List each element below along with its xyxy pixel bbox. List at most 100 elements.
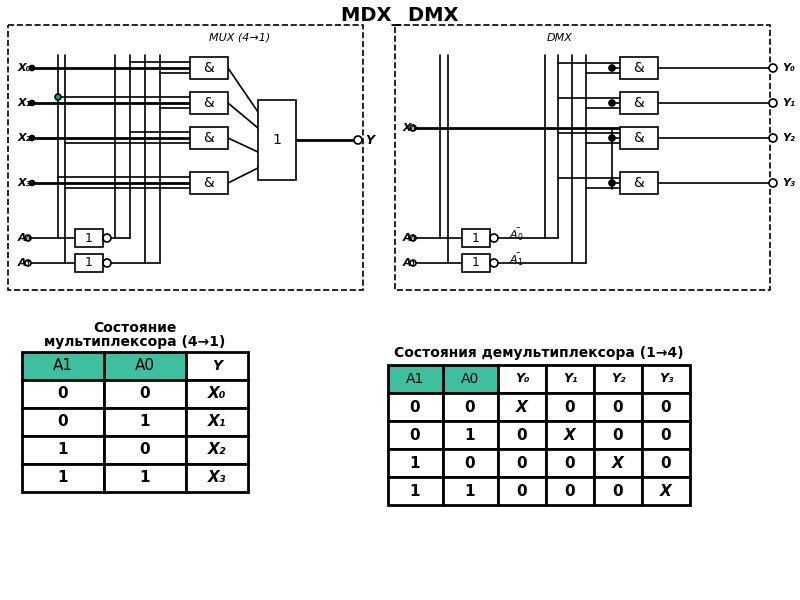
- Text: Состояния демультиплексора (1→4): Состояния демультиплексора (1→4): [394, 346, 684, 360]
- Text: X₁: X₁: [208, 415, 226, 430]
- Bar: [498, 421, 546, 449]
- Text: X: X: [516, 400, 528, 415]
- Bar: [22, 436, 104, 464]
- Text: 1: 1: [58, 443, 68, 457]
- Bar: [258, 100, 296, 180]
- Text: Y₁: Y₁: [562, 373, 578, 385]
- Text: A0: A0: [461, 372, 479, 386]
- Text: X: X: [564, 427, 576, 443]
- Bar: [594, 365, 642, 393]
- Text: X₀: X₀: [18, 63, 31, 73]
- Bar: [186, 408, 248, 436]
- Bar: [443, 477, 498, 505]
- Bar: [462, 229, 490, 247]
- Text: Y₂: Y₂: [610, 373, 626, 385]
- Bar: [22, 408, 104, 436]
- Bar: [388, 393, 443, 421]
- Bar: [443, 393, 498, 421]
- Bar: [104, 464, 186, 492]
- Text: X₃: X₃: [18, 178, 31, 188]
- Bar: [75, 229, 103, 247]
- Text: X: X: [660, 484, 672, 499]
- Text: &: &: [204, 96, 214, 110]
- Text: 1: 1: [85, 232, 93, 245]
- Text: 0: 0: [517, 484, 527, 499]
- Bar: [186, 464, 248, 492]
- Circle shape: [103, 259, 111, 267]
- Text: 0: 0: [465, 455, 475, 470]
- Text: 0: 0: [565, 484, 575, 499]
- Circle shape: [30, 136, 34, 140]
- Text: &: &: [634, 176, 644, 190]
- Text: 0: 0: [517, 455, 527, 470]
- Text: MDX_ DMX: MDX_ DMX: [342, 7, 458, 25]
- Text: Y: Y: [212, 359, 222, 373]
- Bar: [395, 25, 770, 290]
- Text: 0: 0: [410, 427, 420, 443]
- Bar: [104, 380, 186, 408]
- Text: Y₃: Y₃: [658, 373, 674, 385]
- Bar: [498, 365, 546, 393]
- Circle shape: [490, 259, 498, 267]
- Circle shape: [410, 125, 416, 131]
- Bar: [498, 393, 546, 421]
- Circle shape: [769, 179, 777, 187]
- Bar: [594, 421, 642, 449]
- Circle shape: [609, 180, 615, 186]
- Bar: [443, 449, 498, 477]
- Text: Y₂: Y₂: [782, 133, 795, 143]
- Text: &: &: [204, 61, 214, 75]
- Circle shape: [25, 260, 31, 266]
- Text: 0: 0: [58, 415, 68, 430]
- Text: Y₃: Y₃: [782, 178, 795, 188]
- Circle shape: [609, 100, 615, 106]
- Text: 1: 1: [465, 427, 475, 443]
- Circle shape: [410, 235, 416, 241]
- Bar: [620, 92, 658, 114]
- Text: 0: 0: [140, 386, 150, 401]
- Bar: [546, 393, 594, 421]
- Text: 1: 1: [273, 133, 282, 147]
- Bar: [462, 254, 490, 272]
- Bar: [546, 477, 594, 505]
- Bar: [642, 477, 690, 505]
- Text: X: X: [612, 455, 624, 470]
- Text: 0: 0: [661, 427, 671, 443]
- Circle shape: [609, 65, 615, 71]
- Bar: [22, 352, 186, 380]
- Text: X₂: X₂: [18, 133, 31, 143]
- Text: X₃: X₃: [208, 470, 226, 485]
- Bar: [642, 365, 690, 393]
- Circle shape: [769, 134, 777, 142]
- Circle shape: [354, 136, 362, 144]
- Text: 1: 1: [472, 257, 480, 269]
- Circle shape: [769, 99, 777, 107]
- Text: 0: 0: [661, 455, 671, 470]
- Text: MUX (4→1): MUX (4→1): [210, 33, 270, 43]
- Text: A1: A1: [53, 358, 73, 373]
- Text: 1: 1: [465, 484, 475, 499]
- Text: 1: 1: [472, 232, 480, 245]
- Text: 0: 0: [410, 400, 420, 415]
- Circle shape: [609, 135, 615, 141]
- Text: 1: 1: [58, 470, 68, 485]
- Text: 1: 1: [140, 470, 150, 485]
- Bar: [620, 57, 658, 79]
- Text: X₁: X₁: [18, 98, 31, 108]
- Text: 0: 0: [613, 484, 623, 499]
- Bar: [498, 449, 546, 477]
- Bar: [388, 421, 443, 449]
- Bar: [75, 254, 103, 272]
- Circle shape: [490, 234, 498, 242]
- Circle shape: [30, 181, 34, 185]
- Text: A1: A1: [406, 372, 424, 386]
- Bar: [186, 352, 248, 380]
- Bar: [190, 127, 228, 149]
- Bar: [190, 92, 228, 114]
- Text: X₀: X₀: [403, 123, 417, 133]
- Circle shape: [30, 100, 34, 106]
- Text: $\bar{A_0}$: $\bar{A_0}$: [509, 227, 523, 243]
- Text: Y₀: Y₀: [514, 373, 530, 385]
- Text: 0: 0: [661, 400, 671, 415]
- Text: 0: 0: [140, 443, 150, 457]
